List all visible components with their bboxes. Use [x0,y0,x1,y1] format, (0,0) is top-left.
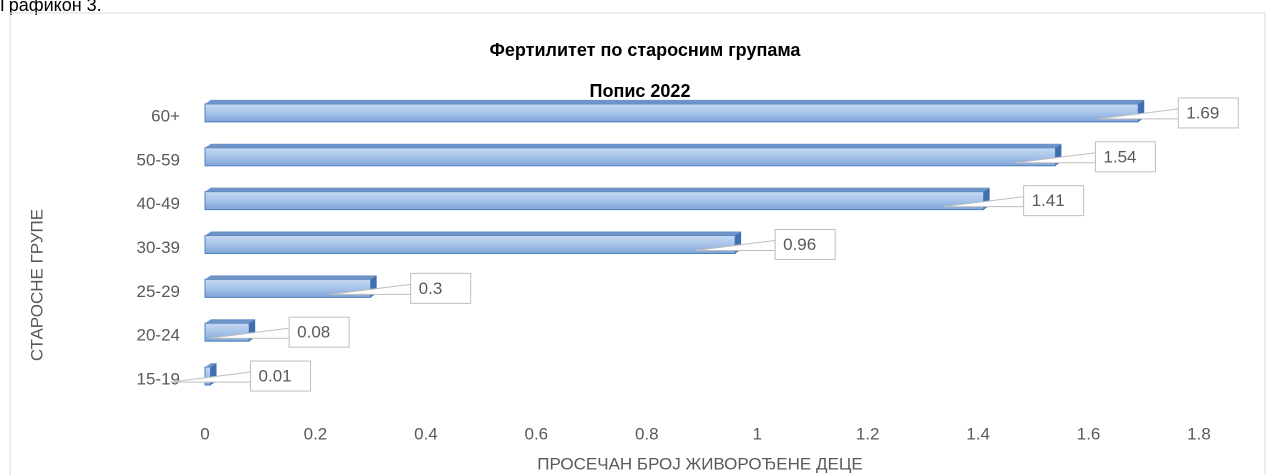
chart-title: Фертилитет по старосним групама [490,40,802,60]
bar-top [205,319,256,324]
y-tick-label: 60+ [151,106,180,125]
data-label-box [1023,185,1085,217]
x-tick-label: 1.4 [966,424,990,443]
data-label-box [1177,97,1239,129]
x-tick-label: 0.2 [304,424,328,443]
x-tick-label: 1 [752,424,761,443]
y-tick-label: 40-49 [137,194,180,213]
bar-top [205,231,742,236]
y-tick-label: 25-29 [137,282,180,301]
chart-subtitle: Попис 2022 [590,81,691,101]
data-label: 0.3 [419,279,443,298]
data-label-box [410,272,472,304]
x-tick-label: 1.2 [856,424,880,443]
x-tick-label: 0 [200,424,209,443]
data-label-box [250,360,312,392]
data-label: 0.01 [259,367,292,386]
bar [204,103,1139,123]
bar-top [205,275,377,280]
bar-top [205,187,990,192]
bar [204,191,985,211]
data-label-box [288,316,350,348]
y-tick-label: 50-59 [137,150,180,169]
chart-frame [9,12,1266,475]
caption: Графикон 3. [0,0,102,15]
y-tick-label: 30-39 [137,238,180,257]
bar [204,147,1056,167]
data-label: 1.69 [1186,103,1219,122]
x-tick-label: 0.8 [635,424,659,443]
data-label-box [1094,141,1156,173]
x-tick-label: 0.4 [414,424,438,443]
x-tick-label: 0.6 [525,424,549,443]
x-tick-label: 1.6 [1077,424,1101,443]
y-axis-title: СТАРОСНЕ ГРУПЕ [27,209,46,361]
y-tick-label: 20-24 [137,326,180,345]
x-axis-title: ПРОСЕЧАН БРОЈ ЖИВОРОЂЕНЕ ДЕЦЕ [537,454,863,473]
y-tick-label: 15-19 [137,370,180,389]
bar-top [205,143,1062,148]
data-label: 1.54 [1103,147,1136,166]
data-label: 0.96 [783,235,816,254]
bar [204,235,736,254]
data-label: 1.41 [1032,191,1065,210]
data-label-box [774,229,836,260]
bar-top [205,363,217,368]
data-label: 0.08 [297,323,330,342]
x-tick-label: 1.8 [1187,424,1211,443]
bar-top [205,99,1145,104]
